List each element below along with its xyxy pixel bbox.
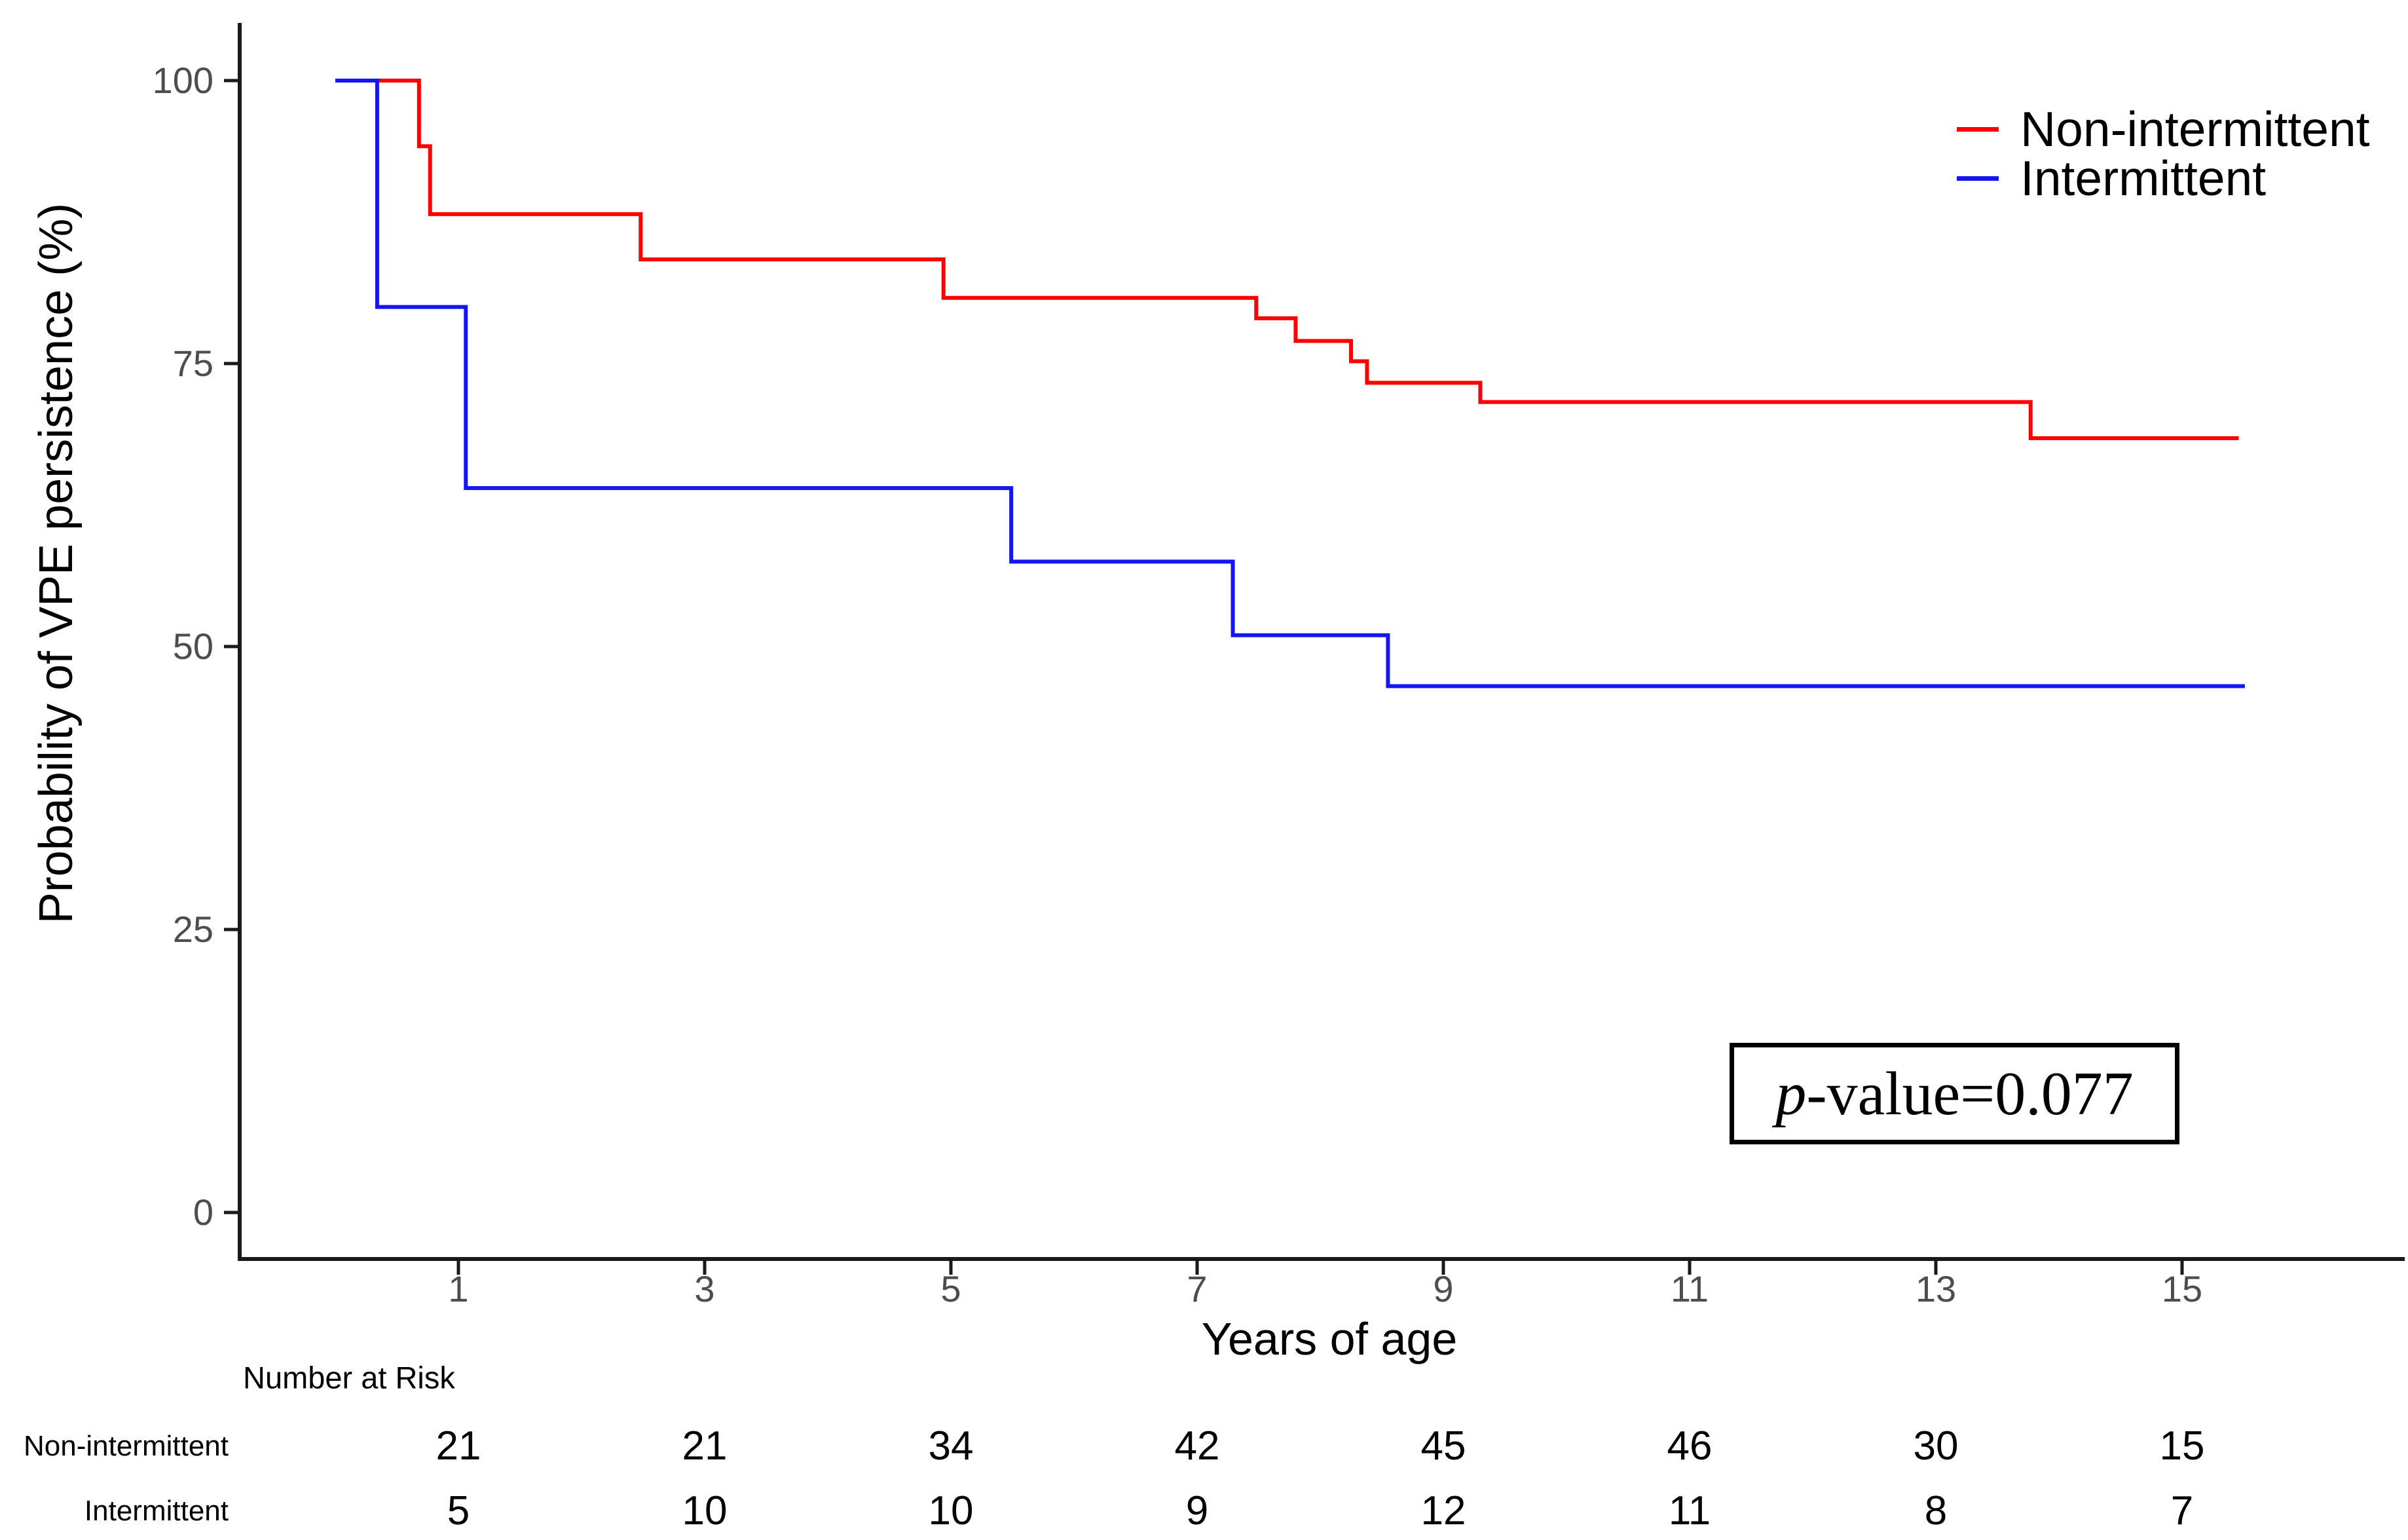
- legend-item-intermittent: Intermittent: [1957, 154, 2266, 203]
- y-tick-label: 25: [172, 909, 213, 950]
- km-curve-non-intermittent: [335, 79, 2239, 441]
- y-tick-label: 0: [193, 1192, 213, 1233]
- risk-value-non-intermittent: 30: [1913, 1423, 1959, 1469]
- risk-value-intermittent: 8: [1924, 1488, 1948, 1533]
- risk-value-intermittent: 5: [447, 1488, 470, 1533]
- legend-label-non-intermittent: Non-intermittent: [2020, 102, 2370, 157]
- risk-value-non-intermittent: 46: [1667, 1423, 1713, 1469]
- risk-value-non-intermittent: 34: [928, 1423, 974, 1469]
- x-tick-label: 1: [448, 1268, 469, 1309]
- risk-row-label-intermittent: Intermittent: [84, 1495, 229, 1527]
- risk-value-non-intermittent: 15: [2159, 1423, 2205, 1469]
- risk-value-intermittent: 10: [928, 1488, 974, 1533]
- risk-value-intermittent: 9: [1185, 1488, 1209, 1533]
- x-tick-label: 3: [694, 1268, 715, 1309]
- y-tick-label: 50: [172, 626, 213, 667]
- risk-value-intermittent: 11: [1668, 1488, 1711, 1533]
- p-value-annotation-box: p -value=0.077: [1730, 1043, 2179, 1144]
- risk-row-label-non-intermittent: Non-intermittent: [23, 1430, 229, 1462]
- risk-value-intermittent: 7: [2170, 1488, 2194, 1533]
- y-tick-label: 75: [172, 343, 213, 384]
- risk-value-non-intermittent: 45: [1420, 1423, 1466, 1469]
- y-axis-title: Probability of VPE persistence (%): [30, 202, 83, 924]
- risk-value-intermittent: 12: [1420, 1488, 1466, 1533]
- x-tick-label: 5: [940, 1268, 961, 1309]
- x-axis-title: Years of age: [1201, 1313, 1458, 1364]
- risk-value-intermittent: 10: [682, 1488, 728, 1533]
- km-curve-intermittent: [335, 79, 2245, 688]
- x-tick-label: 11: [1670, 1268, 1709, 1309]
- risk-table-header: Number at Risk: [243, 1360, 455, 1395]
- risk-value-non-intermittent: 21: [435, 1423, 481, 1469]
- legend-item-non-intermittent: Non-intermittent: [1957, 105, 2370, 154]
- legend-label-intermittent: Intermittent: [2020, 151, 2267, 206]
- x-tick-label: 9: [1433, 1268, 1454, 1309]
- x-tick-label: 7: [1187, 1268, 1208, 1309]
- p-value-text: -value=0.077: [1806, 1059, 2134, 1128]
- y-tick-label: 100: [152, 60, 213, 101]
- risk-value-non-intermittent: 21: [682, 1423, 728, 1469]
- x-tick-label: 13: [1915, 1268, 1957, 1309]
- legend-key-non-intermittent-line: [1957, 127, 1999, 132]
- p-value-prefix: p: [1775, 1059, 1807, 1128]
- risk-value-non-intermittent: 42: [1174, 1423, 1220, 1469]
- legend-key-intermittent-line: [1957, 176, 1999, 181]
- x-tick-label: 15: [2161, 1268, 2203, 1309]
